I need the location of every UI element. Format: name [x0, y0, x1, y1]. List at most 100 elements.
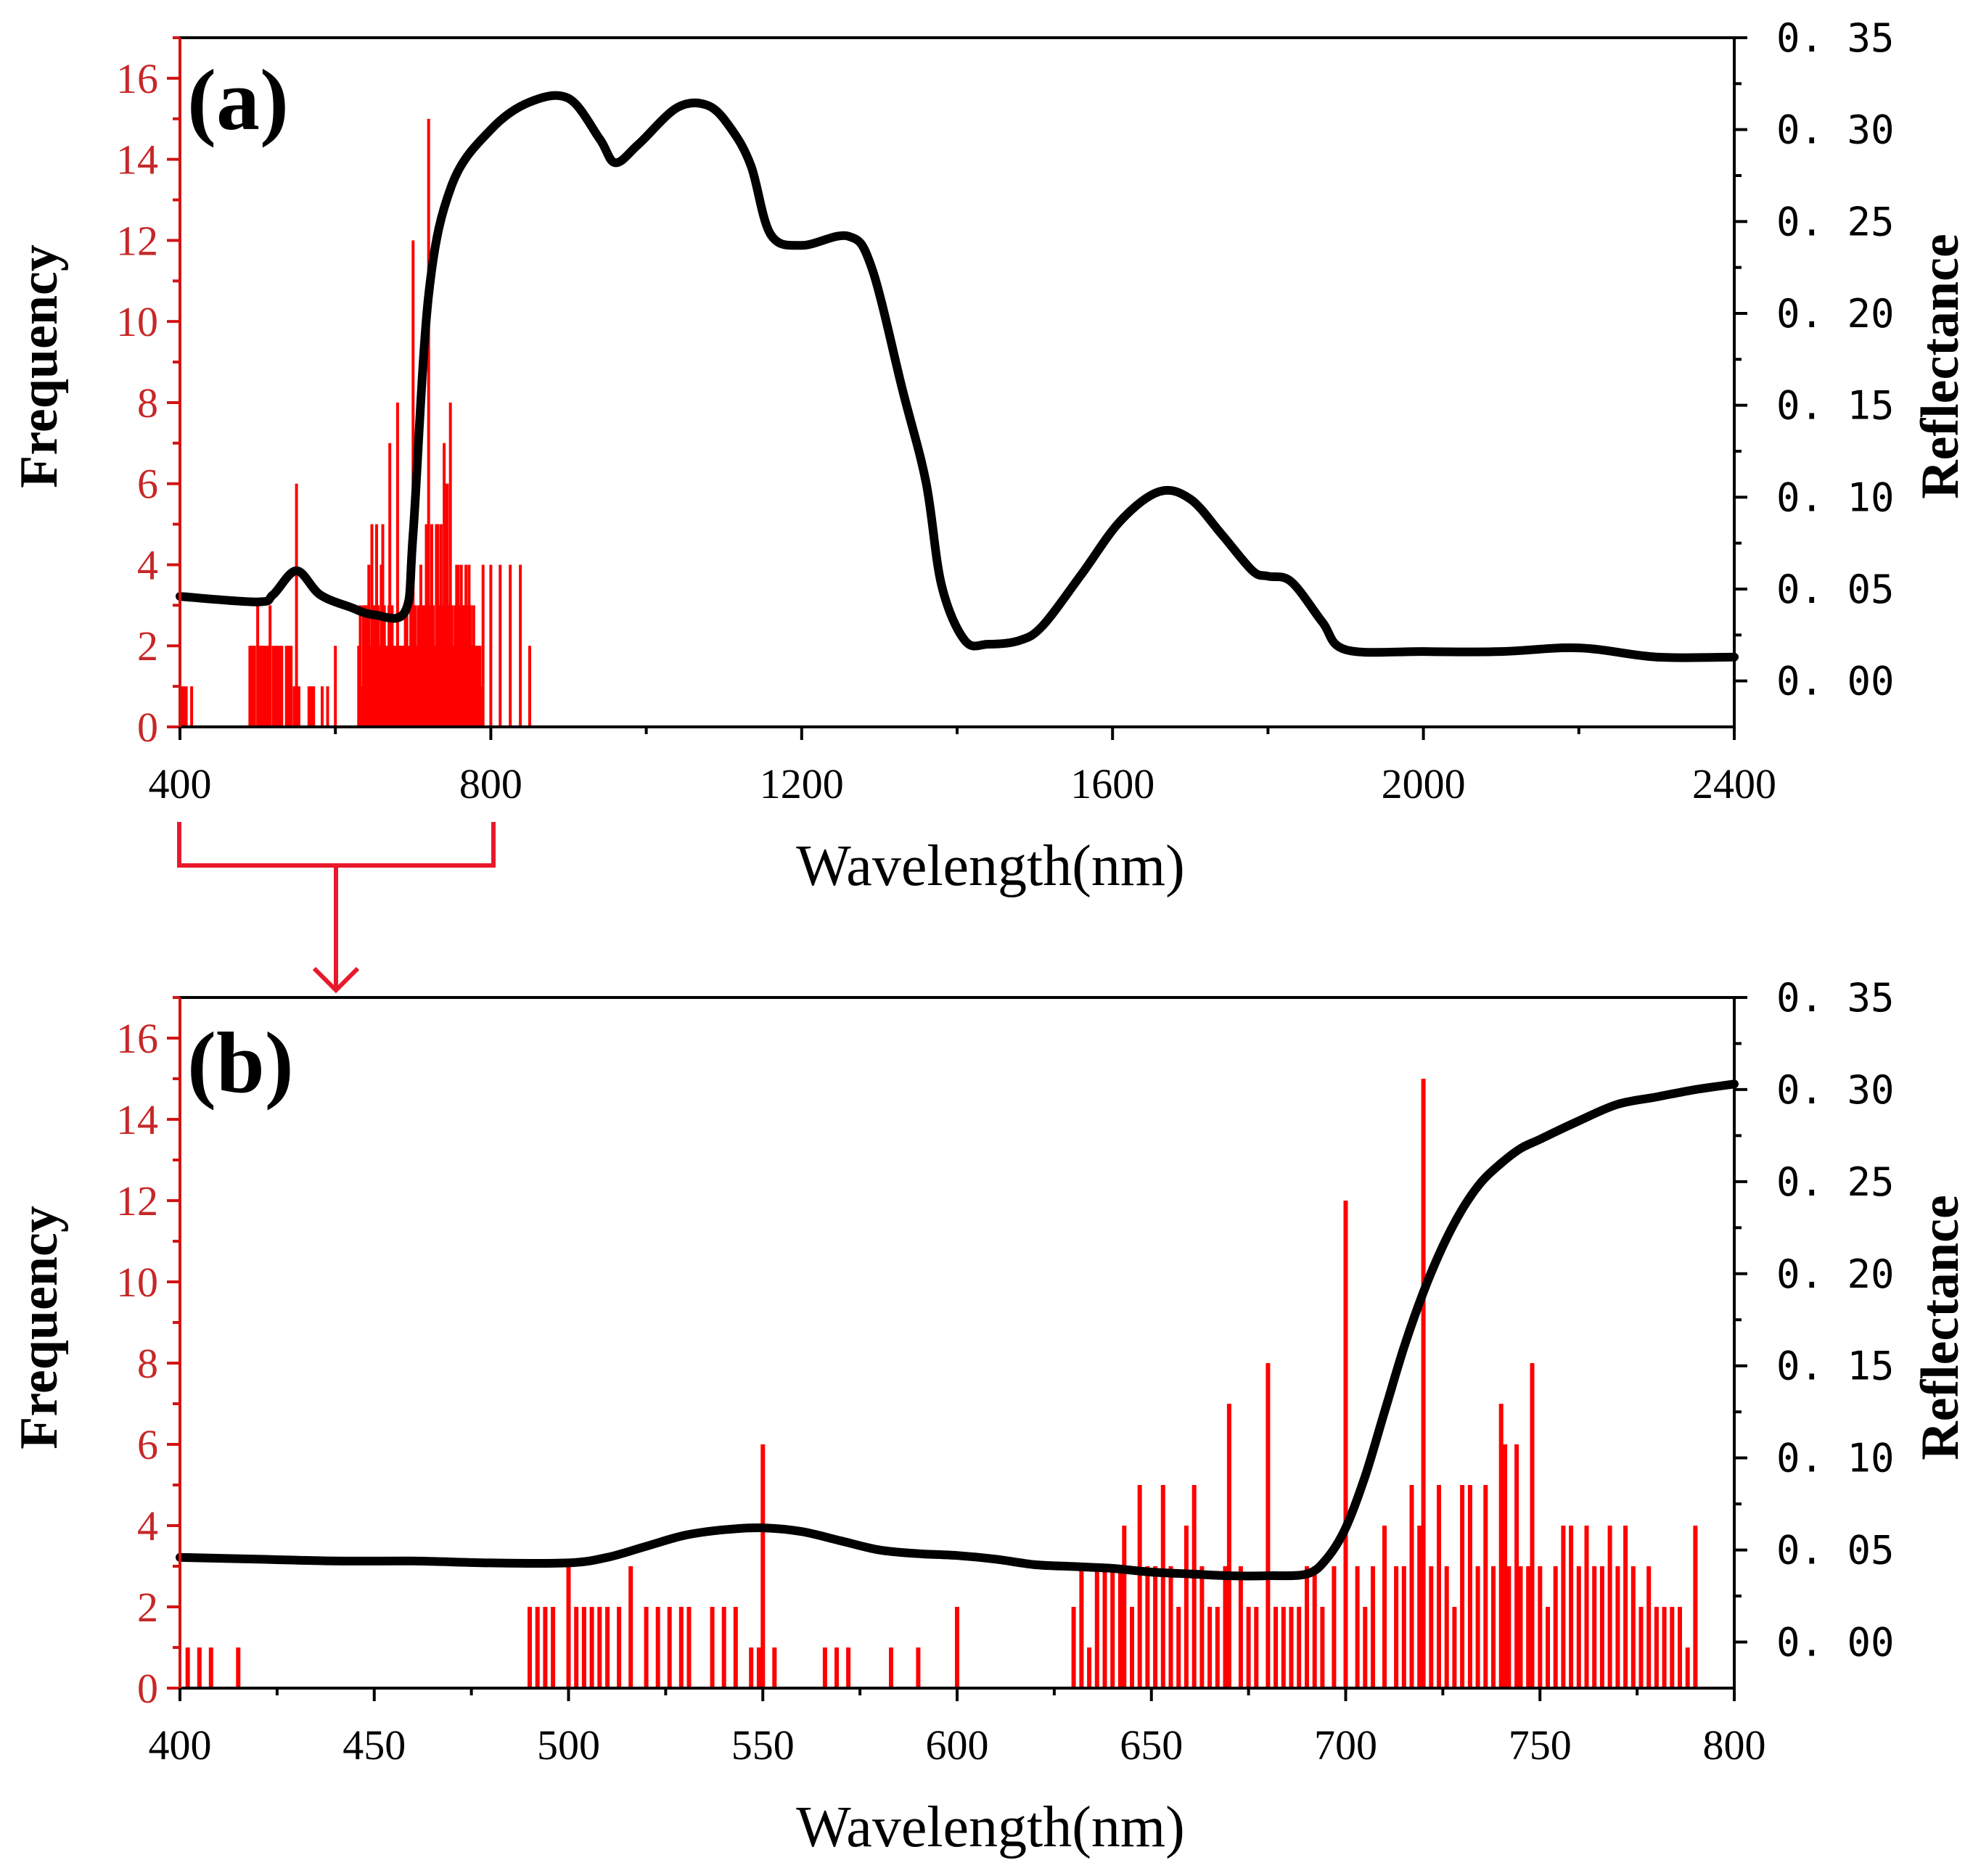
- bar-b-20: [686, 1607, 692, 1688]
- bar-b-61: [1281, 1607, 1286, 1688]
- bar-a-91: [446, 605, 450, 727]
- bar-a-109: [474, 646, 477, 727]
- panel-a: 0 2 4 6 8 10 12 14 16 0. 00 0. 05 0. 10 0. 15 0. 20 0.…: [9, 15, 1970, 898]
- bar-b-88: [1503, 1444, 1508, 1688]
- bar-b-13: [605, 1607, 610, 1688]
- xtick-label-a-1: 800: [459, 760, 522, 807]
- ytick-label-a-1: 2: [137, 622, 158, 670]
- xtick-label-b-5: 650: [1120, 1721, 1183, 1769]
- bar-b-73: [1394, 1566, 1399, 1688]
- y2tick-label-b-3: 0. 15: [1776, 1344, 1895, 1389]
- bar-b-21: [710, 1607, 715, 1688]
- bar-b-109: [1654, 1607, 1659, 1688]
- y2tick-label-b-6: 0. 30: [1776, 1067, 1895, 1113]
- bar-b-96: [1553, 1566, 1558, 1688]
- bar-a-93: [448, 402, 452, 727]
- bar-a-13: [263, 646, 267, 727]
- bar-b-49: [1184, 1526, 1189, 1688]
- bar-a-5: [250, 646, 253, 727]
- xtick-label-b-2: 500: [537, 1721, 600, 1769]
- bar-b-4: [528, 1607, 532, 1688]
- bar-b-56: [1238, 1566, 1243, 1688]
- bar-a-47: [377, 605, 380, 727]
- bar-a-42: [369, 646, 372, 727]
- bar-a-78: [428, 605, 432, 727]
- bar-a-6: [251, 646, 255, 727]
- bar-a-85: [439, 524, 443, 727]
- y2tick-label-b-5: 0. 25: [1776, 1159, 1895, 1205]
- bar-a-46: [375, 524, 378, 727]
- bar-a-67: [409, 605, 413, 727]
- bar-b-69: [1355, 1566, 1360, 1688]
- bar-a-95: [452, 646, 455, 727]
- bar-b-3: [236, 1647, 241, 1688]
- bar-a-65: [405, 605, 409, 727]
- xtick-label-b-0: 400: [149, 1721, 212, 1769]
- bar-a-34: [357, 646, 361, 727]
- bar-a-36: [360, 686, 364, 727]
- ytick-label-b-8: 16: [116, 1015, 158, 1062]
- bar-a-44: [372, 605, 375, 727]
- bar-a-11: [261, 646, 264, 727]
- bar-b-92: [1526, 1566, 1531, 1688]
- bar-b-34: [1071, 1607, 1076, 1688]
- bar-a-15: [268, 605, 272, 727]
- ytick-label-a-0: 0: [137, 704, 158, 751]
- bar-a-22: [287, 646, 290, 727]
- ytick-label-b-2: 4: [137, 1502, 158, 1550]
- bar-b-14: [617, 1607, 622, 1688]
- bar-a-48: [378, 646, 382, 727]
- bar-a-3: [190, 686, 194, 727]
- ytick-label-b-4: 8: [137, 1340, 158, 1387]
- bar-a-12: [262, 646, 266, 727]
- bar-a-32: [326, 686, 329, 727]
- bar-a-24: [292, 686, 296, 727]
- xtick-label-b-1: 450: [342, 1721, 406, 1769]
- bar-a-8: [256, 605, 260, 727]
- bar-a-73: [422, 605, 425, 727]
- bar-b-8: [566, 1566, 571, 1688]
- xtick-label-a-0: 400: [149, 760, 212, 807]
- y-axis-label-a: Frequency: [9, 244, 69, 488]
- bar-a-55: [388, 443, 392, 727]
- bar-b-50: [1191, 1485, 1197, 1688]
- panel-b: 0 2 4 6 8 10 12 14 16 0. 00 0. 05 0. 10 0. 15 0. 20 0.…: [9, 975, 1970, 1859]
- bar-b-65: [1312, 1566, 1317, 1688]
- bar-a-110: [475, 646, 479, 727]
- ytick-label-b-7: 14: [116, 1096, 158, 1143]
- y2tick-label-a-0: 0. 00: [1776, 659, 1895, 704]
- xtick-label-b-6: 700: [1314, 1721, 1377, 1769]
- ytick-label-b-1: 2: [137, 1584, 158, 1631]
- bar-b-12: [597, 1607, 602, 1688]
- bar-b-102: [1599, 1566, 1604, 1688]
- x-axis-label-a: Wavelength(nm): [796, 834, 1185, 898]
- bar-a-71: [417, 605, 420, 727]
- bar-a-52: [384, 646, 387, 727]
- bar-a-33: [334, 646, 337, 727]
- bar-a-83: [436, 524, 440, 727]
- bar-a-69: [414, 605, 417, 727]
- bar-a-17: [274, 646, 277, 727]
- xtick-label-a-5: 2400: [1692, 760, 1776, 807]
- bar-b-9: [574, 1607, 579, 1688]
- bar-a-86: [441, 605, 444, 727]
- ytick-label-a-3: 6: [137, 461, 158, 508]
- bar-a-94: [450, 605, 454, 727]
- bar-b-91: [1518, 1566, 1523, 1688]
- bar-a-41: [367, 564, 371, 727]
- bar-a-2: [184, 686, 188, 727]
- bar-a-51: [382, 605, 386, 727]
- bar-a-9: [258, 646, 261, 727]
- bar-b-35: [1079, 1566, 1084, 1688]
- bar-a-102: [463, 605, 466, 727]
- bar-a-20: [280, 646, 284, 727]
- bar-b-5: [535, 1607, 540, 1688]
- bar-b-7: [551, 1607, 556, 1688]
- bar-b-16: [644, 1607, 649, 1688]
- ytick-label-a-4: 8: [137, 379, 158, 427]
- bar-b-84: [1475, 1566, 1480, 1688]
- bar-b-53: [1215, 1607, 1220, 1688]
- bar-a-70: [415, 646, 419, 727]
- bar-a-31: [321, 686, 324, 727]
